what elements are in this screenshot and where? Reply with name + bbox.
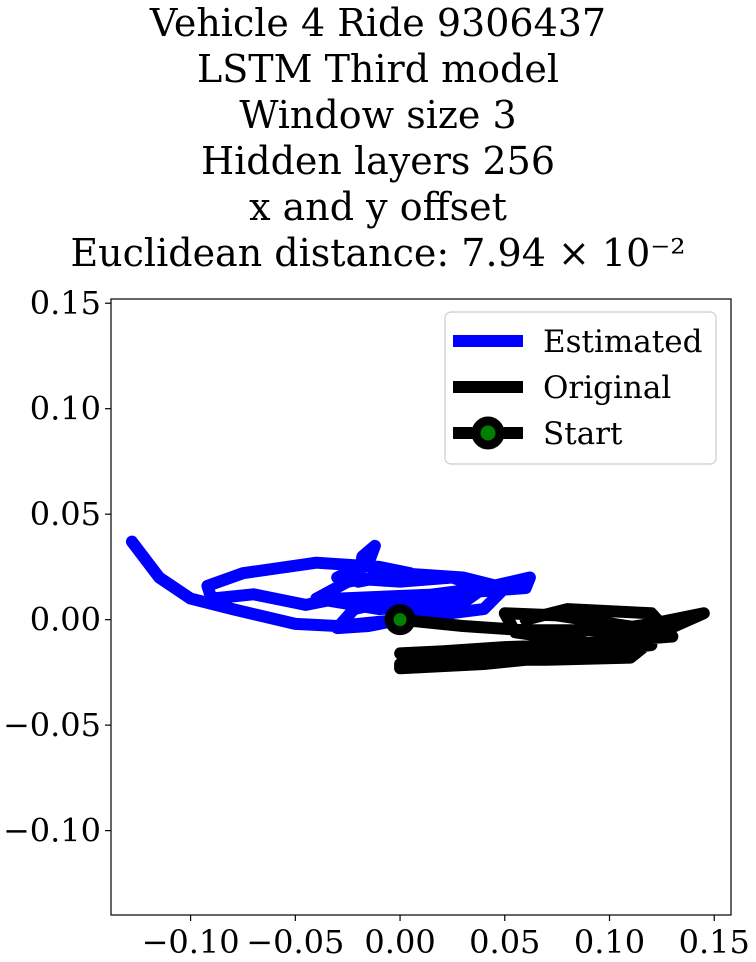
title-line-2: LSTM Third model	[196, 47, 560, 91]
x-tick-label: 0.00	[364, 923, 435, 961]
legend-box	[444, 311, 717, 465]
y-tick-label: 0.00	[30, 601, 101, 639]
title-line-1: Vehicle 4 Ride 9306437	[149, 1, 607, 45]
legend-estimated-label: Estimated	[543, 324, 702, 360]
y-tick-label: 0.10	[30, 390, 101, 428]
x-tick-label: 0.10	[574, 923, 645, 961]
chart-title: Vehicle 4 Ride 9306437 LSTM Third model …	[0, 0, 756, 276]
series-layer	[125, 535, 710, 675]
legend: Estimated Original Start	[444, 311, 717, 465]
legend-start-marker	[471, 416, 505, 450]
title-line-5: x and y offset	[249, 185, 507, 229]
plot-frame	[110, 298, 732, 916]
x-tick-label: 0.05	[469, 923, 540, 961]
x-tick-label: 0.15	[679, 923, 750, 961]
title-line-4: Hidden layers 256	[200, 139, 556, 183]
title-line-6: Euclidean distance: 7.94 × 10⁻²	[70, 231, 686, 275]
x-tick-label: −0.10	[142, 923, 240, 961]
ticks-layer: −0.10 −0.05 0.00 0.05 0.10 0.150.150.100.050.…	[3, 284, 750, 961]
legend-original-label: Original	[543, 370, 671, 406]
x-tick-label: −0.05	[246, 923, 344, 961]
y-tick-label: −0.05	[3, 706, 101, 744]
series-line-original	[394, 603, 710, 675]
start-point-marker	[384, 604, 416, 636]
y-tick-label: 0.15	[30, 284, 101, 322]
legend-start-label: Start	[543, 416, 623, 452]
title-line-3: Window size 3	[239, 93, 517, 137]
y-tick-label: −0.10	[3, 812, 101, 850]
y-tick-label: 0.05	[30, 495, 101, 533]
series-line-estimated	[125, 535, 536, 635]
